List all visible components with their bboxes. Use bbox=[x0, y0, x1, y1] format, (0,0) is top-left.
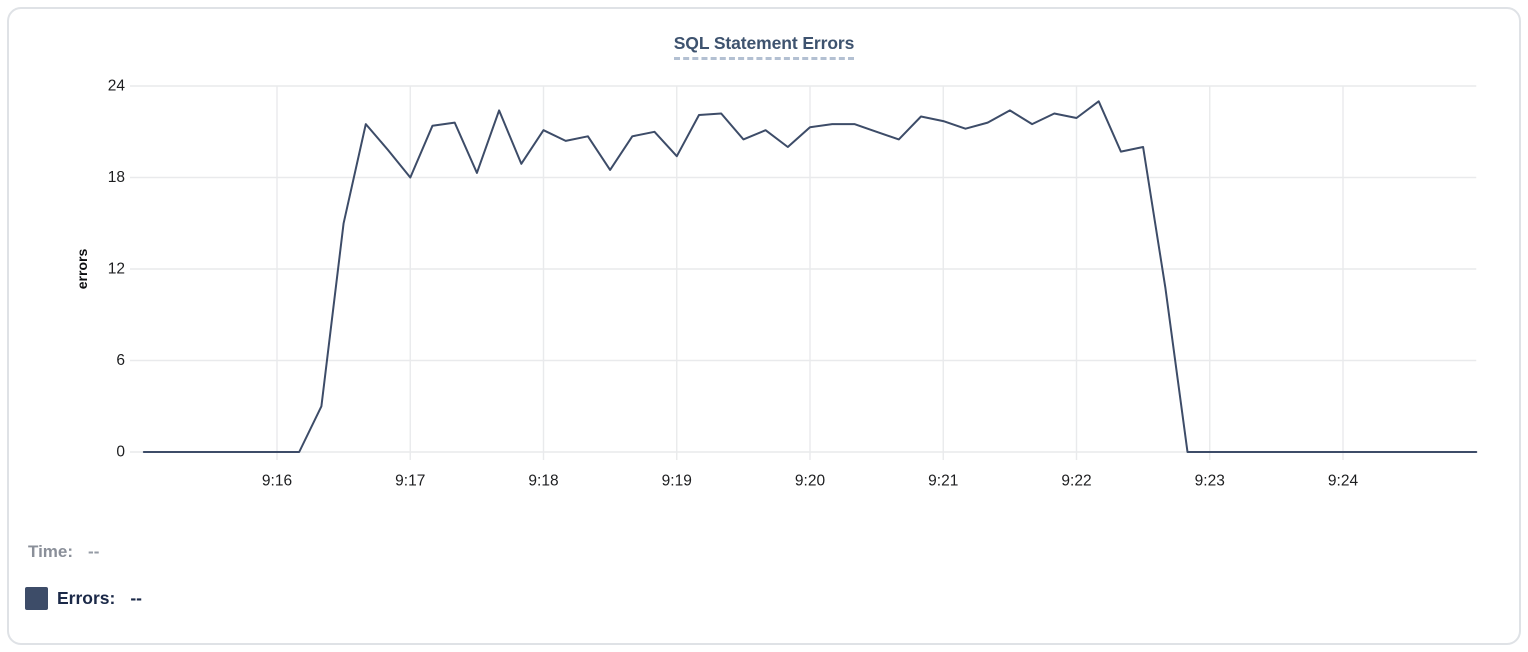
legend-time-value: -- bbox=[88, 542, 100, 561]
chart-card: SQL Statement Errors 0 6 12 18 24 9:16 9:17 9:1… bbox=[7, 7, 1521, 645]
errors-series-swatch bbox=[25, 587, 48, 610]
legend-errors-value: -- bbox=[130, 588, 143, 608]
legend-time-label: Time: bbox=[28, 542, 74, 561]
legend-errors-label: Errors: bbox=[57, 588, 116, 608]
errors-series-line bbox=[142, 100, 1478, 453]
svg-text:6: 6 bbox=[116, 352, 125, 369]
svg-text:9:23: 9:23 bbox=[1195, 473, 1225, 490]
legend-time-row: Time: -- bbox=[28, 542, 99, 562]
svg-text:9:17: 9:17 bbox=[395, 473, 425, 490]
chart-header: SQL Statement Errors bbox=[9, 33, 1519, 60]
x-axis-tick-labels: 9:16 9:17 9:18 9:19 9:20 9:21 9:22 9:23 9:24 bbox=[262, 473, 1359, 490]
svg-text:9:21: 9:21 bbox=[928, 473, 958, 490]
y-axis-tick-labels: 0 6 12 18 24 bbox=[108, 78, 126, 461]
svg-text:24: 24 bbox=[108, 78, 126, 95]
y-axis-label: errors bbox=[74, 249, 90, 290]
chart-gridlines bbox=[130, 85, 1477, 460]
svg-text:9:22: 9:22 bbox=[1061, 473, 1091, 490]
svg-text:12: 12 bbox=[108, 261, 125, 278]
svg-text:9:24: 9:24 bbox=[1328, 473, 1359, 490]
svg-text:18: 18 bbox=[108, 169, 125, 186]
svg-text:9:18: 9:18 bbox=[528, 473, 558, 490]
errors-line-chart[interactable]: 0 6 12 18 24 9:16 9:17 9:18 9:19 9:20 9:21 9:22 9:23… bbox=[9, 9, 1523, 509]
svg-text:9:19: 9:19 bbox=[662, 473, 692, 490]
svg-text:9:16: 9:16 bbox=[262, 473, 292, 490]
chart-title[interactable]: SQL Statement Errors bbox=[673, 33, 854, 60]
legend-errors-row: Errors: -- bbox=[25, 587, 142, 610]
svg-text:9:20: 9:20 bbox=[795, 473, 826, 490]
svg-text:0: 0 bbox=[116, 444, 125, 461]
